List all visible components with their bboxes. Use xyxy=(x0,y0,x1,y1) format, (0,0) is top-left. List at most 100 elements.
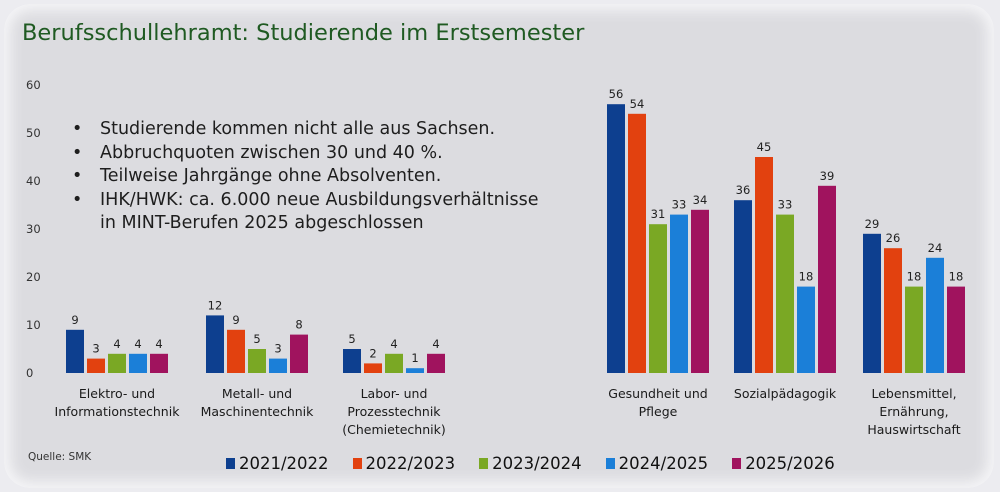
bar-value-label: 56 xyxy=(609,87,624,101)
bar-value-label: 33 xyxy=(672,198,687,212)
y-tick-label: 50 xyxy=(26,126,41,140)
category-label: Metall- und xyxy=(222,386,292,401)
y-tick-label: 30 xyxy=(26,222,41,236)
note-text: IHK/HWK: ca. 6.000 neue Ausbildungsverhä… xyxy=(100,189,539,210)
chart-title: Berufsschullehramt: Studierende im Ersts… xyxy=(22,20,585,46)
legend-item: 2024/2025 xyxy=(605,454,709,473)
notes-list: • Studierende kommen nicht alle aus Sachs… xyxy=(70,118,539,236)
bar-value-label: 34 xyxy=(693,193,708,207)
bar-value-label: 33 xyxy=(778,198,793,212)
bar-value-label: 24 xyxy=(928,241,943,255)
legend-label: 2025/2026 xyxy=(745,454,835,473)
legend-label: 2024/2025 xyxy=(618,454,709,473)
bar xyxy=(343,349,361,373)
bar xyxy=(129,353,147,373)
legend-swatch xyxy=(479,458,489,469)
y-axis: 0 10 20 30 40 50 60 xyxy=(26,78,41,380)
bar-value-label: 29 xyxy=(865,217,880,231)
bar xyxy=(385,353,403,373)
bar-value-label: 18 xyxy=(907,270,922,284)
bar-value-label: 26 xyxy=(886,231,901,245)
category-label: Hauswirtschaft xyxy=(867,422,960,437)
bar-value-label: 8 xyxy=(295,318,302,332)
note-text: Studierende kommen nicht alle aus Sachse… xyxy=(100,119,496,139)
bar xyxy=(607,104,625,373)
y-tick-label: 60 xyxy=(26,78,41,92)
bar-value-label: 5 xyxy=(348,332,355,346)
bar xyxy=(406,368,424,373)
bar xyxy=(797,286,815,373)
legend-item: 2021/2022 xyxy=(226,454,329,473)
category-label: Pflege xyxy=(639,404,678,419)
bar xyxy=(206,315,224,373)
category-label: Elektro- und xyxy=(79,386,155,401)
bar-value-label: 4 xyxy=(432,337,439,351)
category-label: Maschinentechnik xyxy=(201,404,315,419)
legend-label: 2023/2024 xyxy=(492,454,582,473)
category-label: Labor- und xyxy=(361,386,428,401)
category-label: Ernährung, xyxy=(879,404,948,419)
bar xyxy=(290,334,308,373)
legend: 2021/2022 2022/2023 2023/2024 2024/2025 … xyxy=(226,454,835,473)
bar xyxy=(926,257,944,373)
bar xyxy=(108,353,126,373)
legend-swatch xyxy=(732,458,742,469)
bar-value-label: 45 xyxy=(757,140,772,154)
legend-item: 2022/2023 xyxy=(352,454,456,473)
bar xyxy=(66,329,84,373)
category-label: Prozesstechnik xyxy=(347,404,441,419)
bar-value-label: 3 xyxy=(274,342,281,356)
bar xyxy=(755,157,773,373)
bar-value-label: 18 xyxy=(949,270,964,284)
bar xyxy=(776,214,794,373)
bar-value-label: 39 xyxy=(820,169,835,183)
source-note: Quelle: SMK xyxy=(28,451,92,463)
y-tick-label: 20 xyxy=(26,270,41,284)
category-label: Lebensmittel, xyxy=(871,386,956,401)
bar xyxy=(884,248,902,373)
bar-value-label: 9 xyxy=(71,313,78,327)
bar xyxy=(649,224,667,373)
y-tick-label: 0 xyxy=(26,366,33,380)
category-label: Informationstechnik xyxy=(55,404,181,419)
category-label: Sozialpädagogik xyxy=(734,386,837,401)
bar-value-label: 5 xyxy=(253,332,260,346)
bar xyxy=(691,209,709,373)
legend-label: 2021/2022 xyxy=(239,454,329,473)
legend-item: 2023/2024 xyxy=(479,454,582,473)
legend-swatch xyxy=(226,458,235,469)
bar xyxy=(818,185,836,373)
legend-item: 2025/2026 xyxy=(732,454,835,473)
note-item: • IHK/HWK: ca. 6.000 neue Ausbildungsverh… xyxy=(70,189,539,236)
bar xyxy=(227,329,245,373)
note-item: • Teilweise Jahrgänge ohne Absolventen. xyxy=(70,165,539,189)
legend-swatch xyxy=(352,458,362,469)
bullet-icon: • xyxy=(72,119,83,139)
note-text-continued: in MINT-Berufen 2025 abgeschlossen xyxy=(100,213,424,233)
bar-value-label: 18 xyxy=(799,270,814,284)
note-text: Teilweise Jahrgänge ohne Absolventen. xyxy=(100,166,442,186)
note-item: • Abbruchquoten zwischen 30 und 40 %. xyxy=(70,142,539,166)
bar-value-label: 9 xyxy=(232,313,239,327)
y-tick-label: 10 xyxy=(26,318,41,332)
bar xyxy=(150,353,168,373)
bullet-icon: • xyxy=(72,142,83,163)
bar xyxy=(427,353,445,373)
legend-label: 2022/2023 xyxy=(365,454,456,473)
bar-value-label: 4 xyxy=(134,337,141,351)
x-axis-labels: Elektro- und Informationstechnik Metall- u… xyxy=(55,386,961,437)
bar xyxy=(87,358,105,373)
bar-value-label: 4 xyxy=(155,337,162,351)
bar-value-label: 12 xyxy=(208,298,223,312)
bar xyxy=(863,233,881,373)
bar-value-label: 4 xyxy=(390,337,397,351)
bar xyxy=(670,214,688,373)
note-text: Abbruchquoten zwischen 30 und 40 %. xyxy=(100,142,443,163)
bar xyxy=(248,349,266,373)
bar-value-label: 36 xyxy=(736,183,751,197)
bar xyxy=(734,200,752,373)
bars xyxy=(66,104,965,374)
y-tick-label: 40 xyxy=(26,174,41,188)
bullet-icon: • xyxy=(72,166,83,186)
category-label: Gesundheit und xyxy=(608,386,707,401)
